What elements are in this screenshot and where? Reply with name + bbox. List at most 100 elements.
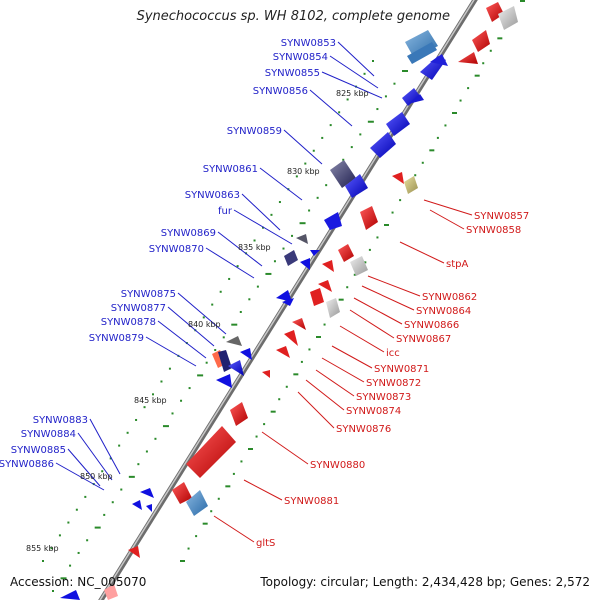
gene-feature[interactable] — [498, 6, 518, 30]
gene-label[interactable]: SYNW0880 — [310, 460, 365, 471]
scale-tick — [210, 510, 213, 513]
gene-feature[interactable] — [345, 174, 368, 198]
gene-label[interactable]: SYNW0856 — [253, 86, 308, 97]
scale-tick — [188, 387, 191, 390]
gene-feature[interactable] — [472, 30, 490, 52]
label-leader-line — [315, 369, 355, 397]
gene-feature[interactable] — [310, 288, 324, 306]
gene-label[interactable]: SYNW0861 — [203, 164, 258, 175]
gene-feature[interactable] — [186, 426, 236, 478]
gene-feature[interactable] — [226, 336, 242, 346]
gene-label[interactable]: SYNW0857 — [474, 211, 529, 222]
gene-label[interactable]: SYNW0871 — [374, 364, 429, 375]
scale-tick — [467, 87, 470, 90]
gene-feature[interactable] — [292, 318, 306, 330]
scale-tick — [497, 37, 503, 40]
scale-tick — [180, 399, 183, 402]
gene-feature[interactable] — [216, 374, 232, 388]
gene-label[interactable]: SYNW0858 — [466, 225, 521, 236]
gene-feature[interactable] — [282, 298, 294, 306]
gene-label[interactable]: fur — [218, 206, 233, 217]
gene-feature[interactable] — [284, 250, 298, 266]
gene-feature[interactable] — [360, 206, 378, 230]
gene-label[interactable]: SYNW0884 — [21, 429, 76, 440]
gene-feature[interactable] — [322, 260, 334, 272]
gene-label[interactable]: SYNW0853 — [281, 38, 336, 49]
gene-label[interactable]: SYNW0855 — [265, 68, 320, 79]
gene-label[interactable]: SYNW0878 — [101, 317, 156, 328]
gene-label[interactable]: SYNW0863 — [185, 190, 240, 201]
gene-label[interactable]: stpA — [446, 259, 468, 270]
gene-feature[interactable] — [458, 52, 478, 64]
gene-feature[interactable] — [128, 546, 140, 558]
gene-label[interactable]: SYNW0877 — [111, 303, 166, 314]
gene-label[interactable]: icc — [386, 348, 400, 359]
gene-label[interactable]: gltS — [256, 538, 275, 549]
gene-feature[interactable] — [330, 160, 356, 188]
gene-feature[interactable] — [262, 370, 270, 378]
gene-label[interactable]: SYNW0854 — [273, 52, 328, 63]
gene-label[interactable]: SYNW0883 — [33, 415, 88, 426]
gene-label[interactable]: SYNW0872 — [366, 378, 421, 389]
gene-label[interactable]: SYNW0866 — [404, 320, 459, 331]
gene-feature[interactable] — [60, 590, 80, 600]
gene-feature[interactable] — [407, 42, 437, 64]
gene-feature[interactable] — [172, 482, 192, 504]
label-leader-line — [145, 336, 197, 367]
gene-feature[interactable] — [284, 330, 298, 346]
gene-feature[interactable] — [404, 176, 418, 194]
gene-feature[interactable] — [240, 348, 252, 360]
scale-tick — [180, 560, 185, 562]
gene-feature[interactable] — [186, 490, 208, 516]
gene-feature[interactable] — [228, 360, 244, 376]
gene-feature[interactable] — [370, 132, 396, 158]
gene-feature[interactable] — [310, 250, 320, 256]
gene-feature[interactable] — [104, 584, 118, 600]
gene-feature[interactable] — [296, 234, 308, 244]
gene-feature[interactable] — [276, 290, 292, 302]
gene-feature[interactable] — [386, 112, 410, 136]
gene-feature[interactable] — [276, 346, 290, 358]
gene-feature[interactable] — [318, 280, 332, 292]
gene-feature[interactable] — [140, 488, 154, 498]
gene-feature[interactable] — [230, 402, 248, 426]
gene-feature[interactable] — [132, 500, 142, 510]
gene-label[interactable]: SYNW0886 — [0, 459, 54, 470]
gene-label[interactable]: SYNW0873 — [356, 392, 411, 403]
gene-feature[interactable] — [392, 172, 404, 184]
gene-feature[interactable] — [146, 504, 152, 512]
gene-label[interactable]: SYNW0879 — [89, 333, 144, 344]
gene-feature[interactable] — [338, 244, 354, 262]
scale-tick — [248, 448, 253, 450]
gene-label[interactable]: SYNW0885 — [11, 445, 66, 456]
label-leader-line — [337, 41, 375, 77]
scale-tick — [342, 158, 345, 161]
gene-label[interactable]: SYNW0875 — [121, 289, 176, 300]
scale-tick — [135, 418, 138, 421]
gene-feature[interactable] — [430, 54, 448, 66]
gene-feature[interactable] — [300, 258, 310, 270]
gene-feature[interactable] — [402, 88, 420, 106]
gene-feature[interactable] — [324, 212, 342, 230]
scale-tick — [293, 373, 299, 376]
scale-tick — [128, 475, 135, 478]
gene-label[interactable]: SYNW0862 — [422, 292, 477, 303]
label-leader-line — [89, 418, 121, 475]
gene-label[interactable]: SYNW0876 — [336, 424, 391, 435]
gene-label[interactable]: SYNW0864 — [416, 306, 471, 317]
gene-feature[interactable] — [350, 256, 368, 276]
gene-feature[interactable] — [405, 30, 438, 58]
gene-label[interactable]: SYNW0869 — [161, 228, 216, 239]
gene-feature[interactable] — [408, 94, 424, 104]
scale-tick — [295, 175, 298, 178]
gene-label[interactable]: SYNW0874 — [346, 406, 401, 417]
gene-label[interactable]: SYNW0859 — [227, 126, 282, 137]
scale-tick — [160, 380, 163, 383]
gene-feature[interactable] — [326, 298, 340, 318]
label-leader-line — [367, 275, 421, 297]
gene-label[interactable]: SYNW0870 — [149, 244, 204, 255]
gene-label[interactable]: SYNW0881 — [284, 496, 339, 507]
gene-feature[interactable] — [218, 350, 232, 372]
gene-label[interactable]: SYNW0867 — [396, 334, 451, 345]
